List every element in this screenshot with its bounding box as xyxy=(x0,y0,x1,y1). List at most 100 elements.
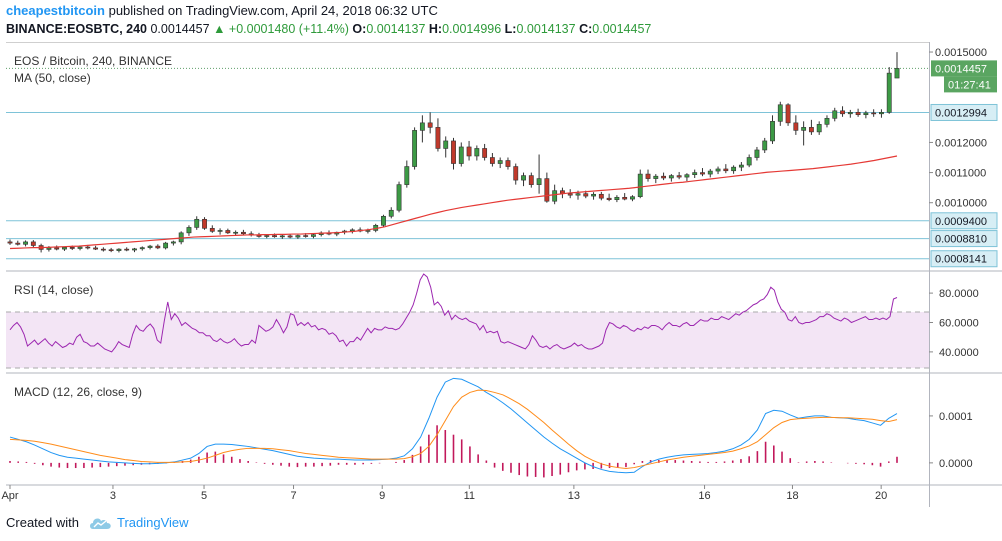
candle-body xyxy=(295,235,301,238)
candle-body xyxy=(85,246,91,249)
candle-body xyxy=(879,112,884,115)
tradingview-link[interactable]: TradingView xyxy=(116,515,189,530)
time-tick-label: 3 xyxy=(110,490,116,502)
candle-body xyxy=(614,196,620,200)
candle-body xyxy=(155,245,161,249)
candle-body xyxy=(240,231,246,235)
time-tick-label: 9 xyxy=(379,490,385,502)
candle-body xyxy=(186,227,192,234)
candle-body xyxy=(521,175,526,181)
main-pane-top-border xyxy=(6,42,930,43)
candle-body xyxy=(871,112,877,115)
candle-body xyxy=(668,175,674,179)
level-tag-label: 0.0009400 xyxy=(935,216,987,228)
candle-body xyxy=(661,175,667,179)
candle-body xyxy=(832,110,838,119)
candle-body xyxy=(653,175,659,179)
candle-body xyxy=(840,110,845,115)
candle-body xyxy=(777,104,783,122)
candle-body xyxy=(303,235,309,237)
candle-body xyxy=(630,196,635,200)
published-text: published on TradingView.com, April 24, … xyxy=(108,3,438,18)
price-tick-label: 0.0015000 xyxy=(935,47,987,59)
level-tag xyxy=(930,250,998,268)
rsi-tick-label: 60.0000 xyxy=(939,318,979,330)
time-tick-label: 11 xyxy=(464,490,475,502)
candle-body xyxy=(124,248,130,251)
symbol-label: BINANCE:EOSBTC, 240 xyxy=(6,22,147,36)
macd-line xyxy=(9,377,898,474)
candle-body xyxy=(738,164,744,168)
candle-body xyxy=(77,246,83,249)
candle-body xyxy=(427,122,433,128)
candle-body xyxy=(381,215,386,226)
candle-body xyxy=(731,166,737,172)
candle-body xyxy=(637,173,643,197)
candle-body xyxy=(591,193,596,197)
candle-body xyxy=(451,140,456,164)
macd-tick-label: 0.0001 xyxy=(939,411,973,423)
time-tick-label: 18 xyxy=(786,490,798,502)
candle-body xyxy=(482,148,488,158)
candle-body xyxy=(489,157,495,164)
candle-body xyxy=(163,242,169,249)
author-link[interactable]: cheapestbitcoin xyxy=(6,3,105,18)
candle-body xyxy=(583,193,589,197)
candle-body xyxy=(552,190,558,202)
candle-body xyxy=(116,248,122,251)
candle-body xyxy=(202,218,207,229)
close-value: 0.0014457 xyxy=(592,22,652,36)
candle-body xyxy=(458,146,464,164)
candle-body xyxy=(139,247,145,250)
macd-label: MACD (12, 26, close, 9) xyxy=(14,385,142,399)
price-axis-border xyxy=(929,42,930,507)
candle-body xyxy=(217,230,223,232)
candle-body xyxy=(62,247,67,250)
candle-body xyxy=(388,209,394,217)
candle-body xyxy=(435,127,441,149)
candle-body xyxy=(762,140,768,151)
candle-body xyxy=(132,248,137,251)
candle-body xyxy=(801,127,807,131)
candle-body xyxy=(279,235,285,238)
candle-body xyxy=(170,241,176,244)
tradingview-cloud-icon xyxy=(89,518,111,529)
level-tag-label: 0.0012994 xyxy=(935,107,987,119)
time-tick-label: 20 xyxy=(875,490,887,502)
candle-body xyxy=(513,166,519,181)
ma-label: MA (50, close) xyxy=(14,71,91,85)
candle-body xyxy=(544,178,550,202)
last-price: 0.0014457 xyxy=(150,22,210,36)
candle-body xyxy=(793,122,799,131)
candle-body xyxy=(575,193,581,196)
time-tick-label: Apr xyxy=(1,490,18,502)
countdown-tag xyxy=(944,76,997,93)
candle-body xyxy=(692,172,698,175)
high-value: 0.0014996 xyxy=(442,22,502,36)
publish-line: cheapestbitcoin published on TradingView… xyxy=(6,3,438,18)
time-tick-label: 5 xyxy=(201,490,207,502)
rsi-band xyxy=(6,312,929,368)
candle-body xyxy=(676,175,682,178)
candle-body xyxy=(855,112,861,116)
signal-line xyxy=(9,389,898,470)
level-tag-label: 0.0008810 xyxy=(935,234,987,246)
candle-body xyxy=(365,230,371,232)
rsi-tick-label: 40.0000 xyxy=(939,347,979,359)
last-price-tag xyxy=(931,60,997,77)
time-tick-label: 7 xyxy=(290,490,296,502)
candle-body xyxy=(404,166,410,185)
candle-body xyxy=(396,184,402,211)
open-label: O: xyxy=(352,22,367,36)
quote-line: BINANCE:EOSBTC, 240 0.0014457 ▲ +0.00014… xyxy=(6,22,651,36)
candle-body xyxy=(54,247,60,250)
ma-line xyxy=(9,155,898,250)
candle-body xyxy=(684,174,690,178)
candle-body xyxy=(863,112,869,116)
price-tick-label: 0.0011000 xyxy=(935,168,986,180)
footer: Created with TradingView xyxy=(6,515,189,530)
candle-body xyxy=(598,193,604,199)
low-label: L: xyxy=(504,22,517,36)
time-tick-label: 16 xyxy=(698,490,710,502)
